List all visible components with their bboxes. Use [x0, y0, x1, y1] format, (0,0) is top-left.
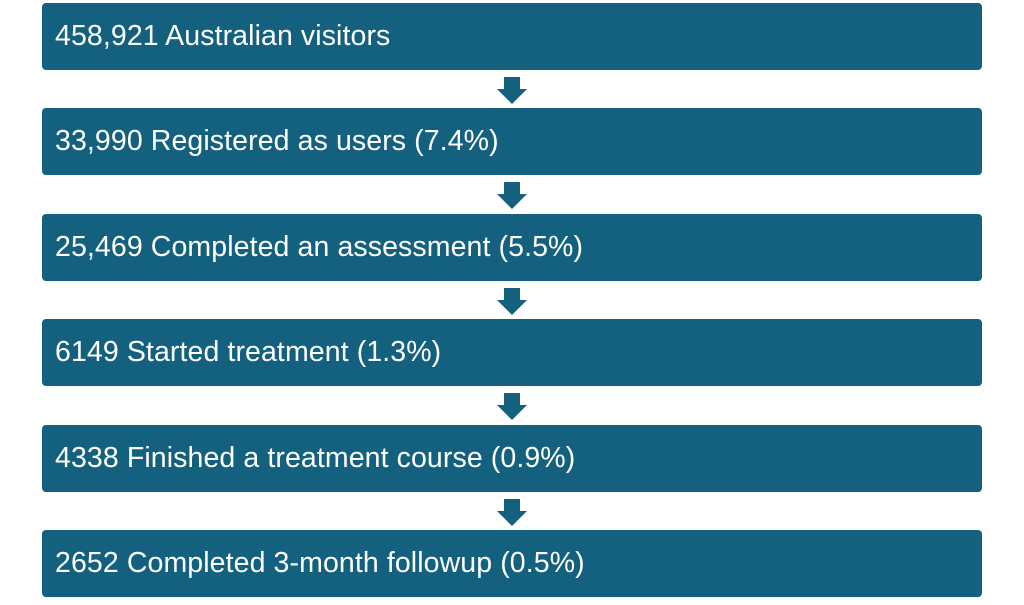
flow-step-label: 33,990 Registered as users (7.4%): [55, 125, 499, 157]
flow-step-visitors: 458,921 Australian visitors: [42, 3, 982, 70]
arrow-down-icon: [497, 499, 527, 526]
flow-step-assessment: 25,469 Completed an assessment (5.5%): [42, 214, 982, 281]
flow-step-followup: 2652 Completed 3-month followup (0.5%): [42, 530, 982, 597]
flow-step-started-treatment: 6149 Started treatment (1.3%): [42, 319, 982, 386]
flow-step-label: 25,469 Completed an assessment (5.5%): [55, 231, 584, 263]
flow-step-registered: 33,990 Registered as users (7.4%): [42, 108, 982, 175]
flow-step-label: 458,921 Australian visitors: [55, 20, 391, 52]
flow-step-label: 2652 Completed 3-month followup (0.5%): [55, 547, 585, 579]
arrow-down-icon: [497, 77, 527, 104]
flow-step-label: 6149 Started treatment (1.3%): [55, 336, 442, 368]
flow-step-label: 4338 Finished a treatment course (0.9%): [55, 442, 576, 474]
arrow-down-icon: [497, 288, 527, 315]
arrow-down-icon: [497, 182, 527, 209]
arrow-down-icon: [497, 393, 527, 420]
flow-step-finished-course: 4338 Finished a treatment course (0.9%): [42, 425, 982, 492]
